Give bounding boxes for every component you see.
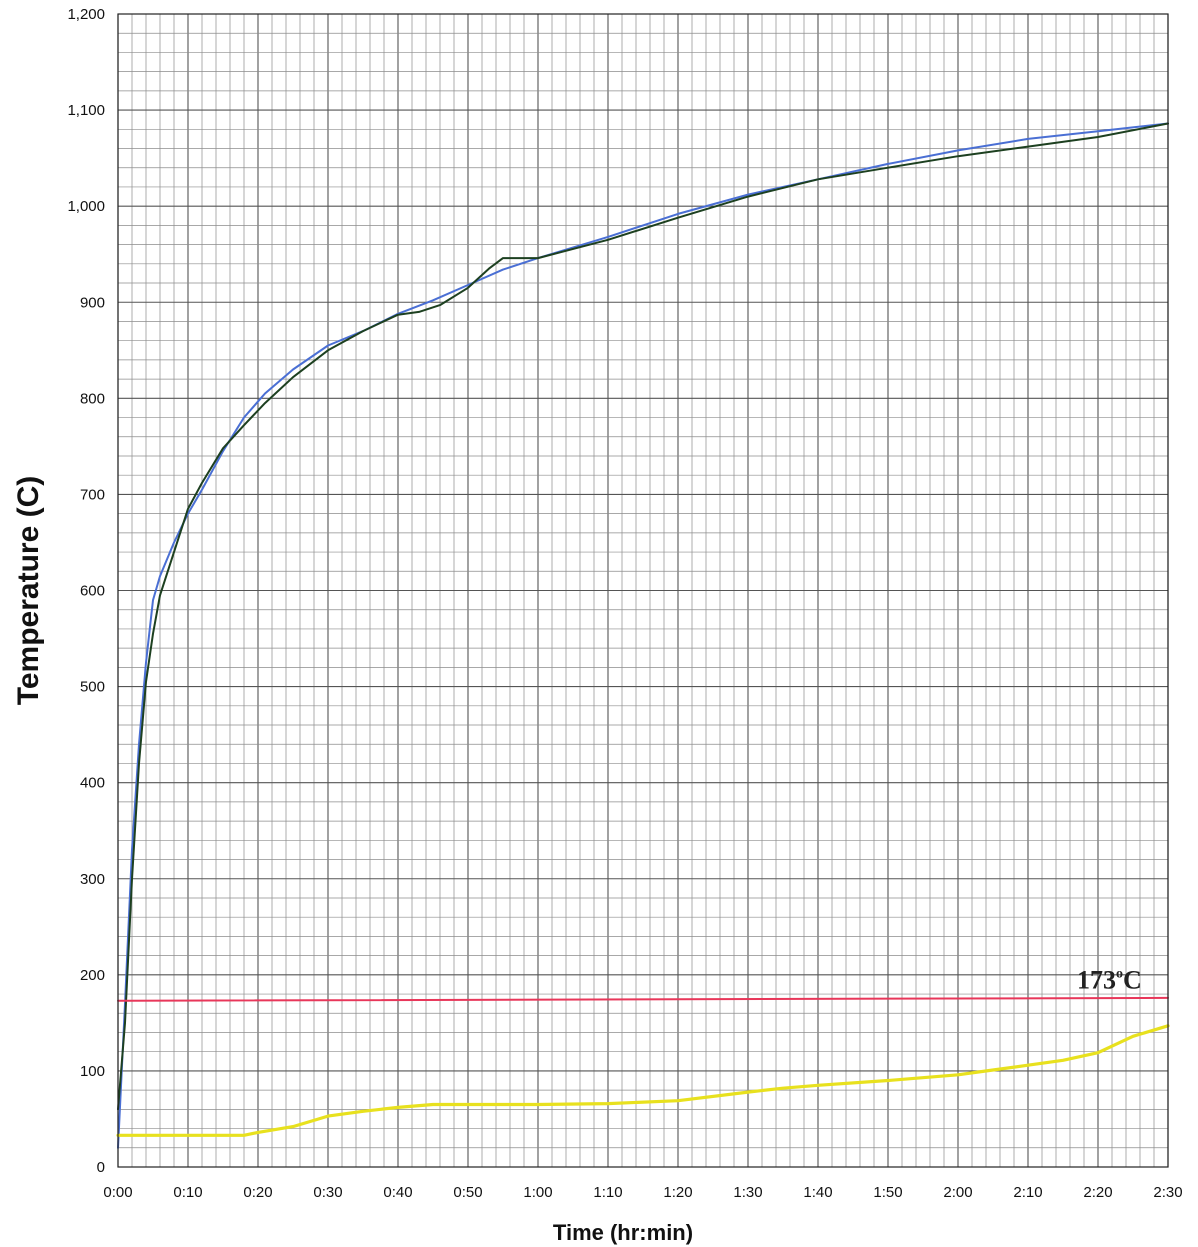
y-tick-label: 900 — [80, 294, 105, 311]
x-tick-label: 1:40 — [803, 1184, 832, 1201]
x-tick-label: 1:20 — [663, 1184, 692, 1201]
x-tick-label: 1:30 — [733, 1184, 762, 1201]
y-tick-label: 100 — [80, 1063, 105, 1080]
chart-grid — [117, 13, 1169, 1168]
y-tick-label: 1,000 — [67, 198, 105, 215]
x-tick-label: 0:30 — [313, 1184, 342, 1201]
y-tick-label: 1,100 — [67, 102, 105, 119]
x-tick-label: 2:30 — [1153, 1184, 1182, 1201]
y-tick-label: 500 — [80, 679, 105, 696]
y-tick-label: 400 — [80, 775, 105, 792]
y-tick-label: 0 — [97, 1159, 105, 1176]
y-tick-label: 300 — [80, 871, 105, 888]
x-tick-label: 2:10 — [1013, 1184, 1042, 1201]
y-tick-label: 700 — [80, 486, 105, 503]
series-line-4 — [117, 996, 1169, 1002]
x-tick-label: 1:50 — [873, 1184, 902, 1201]
x-tick-label: 2:20 — [1083, 1184, 1112, 1201]
y-tick-label: 200 — [80, 967, 105, 984]
x-tick-label: 0:20 — [243, 1184, 272, 1201]
x-tick-label: 1:00 — [523, 1184, 552, 1201]
x-tick-label: 2:00 — [943, 1184, 972, 1201]
y-tick-label: 800 — [80, 390, 105, 407]
chart-ticks: 0:00 0:10 0:20 0:30 0:40 0:50 1:00 1:10 1:20 1:30… — [67, 6, 1182, 1201]
y-axis-title: Temperature (C) — [12, 476, 45, 705]
threshold-annotation: 173oC — [1077, 966, 1142, 995]
x-tick-label: 0:10 — [173, 1184, 202, 1201]
plot-frame — [117, 13, 1169, 1168]
x-tick-label: 0:40 — [383, 1184, 412, 1201]
x-tick-label: 0:50 — [453, 1184, 482, 1201]
y-tick-label: 1,200 — [67, 6, 105, 23]
x-tick-label: 0:00 — [103, 1184, 132, 1201]
series-line-2 — [117, 122, 1169, 1111]
series-line-3 — [116, 1024, 1170, 1137]
y-tick-label: 600 — [80, 583, 105, 600]
x-axis-title: Time (hr:min) — [553, 1220, 693, 1245]
chart-series — [116, 122, 1170, 1149]
x-tick-label: 1:10 — [593, 1184, 622, 1201]
